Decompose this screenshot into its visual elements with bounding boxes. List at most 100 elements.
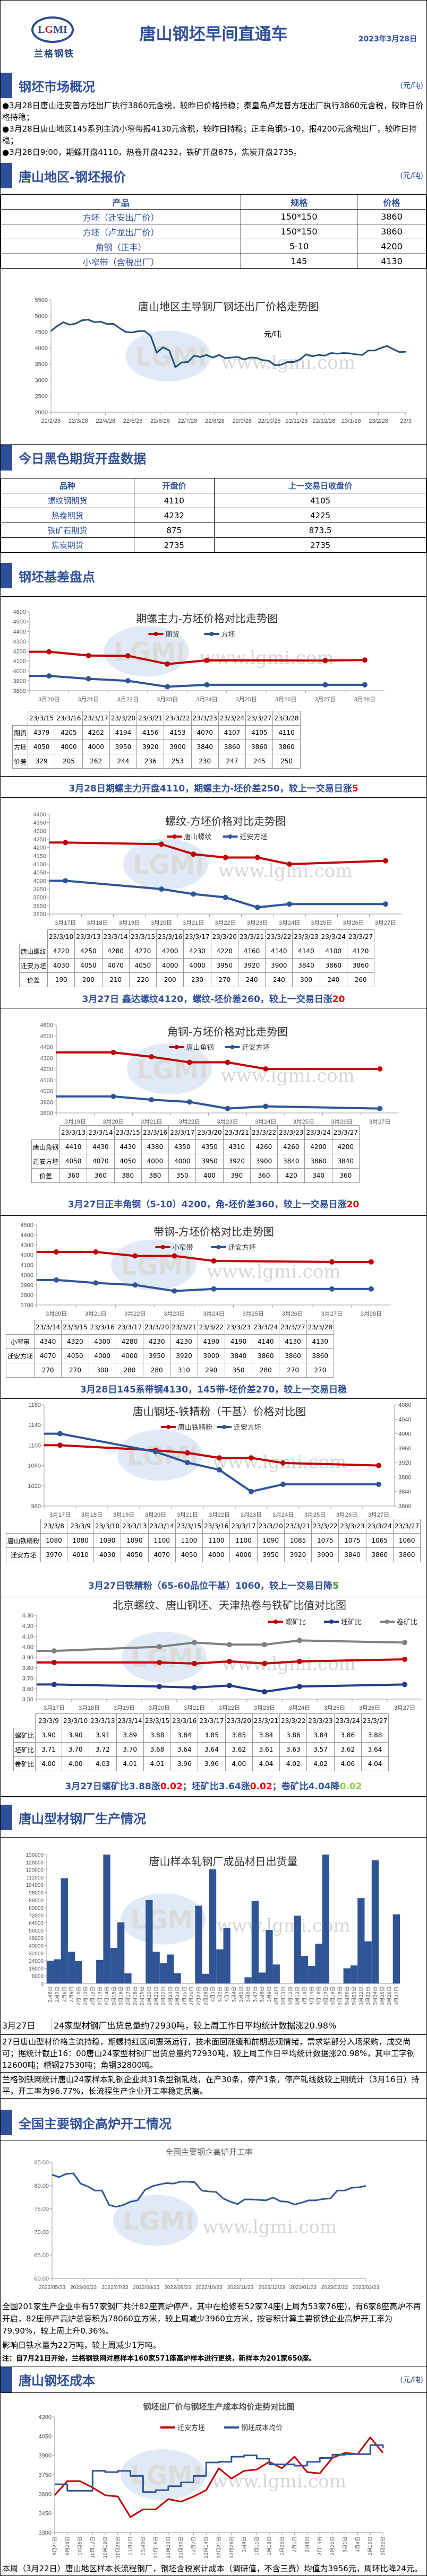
date-header: 23/3/9 (67, 1519, 95, 1534)
x-tick-label: 3月19日 (113, 1512, 134, 1518)
rebar-billet-caption: 3月27日 鑫达螺纹4120，螺纹-坯价差260，较上一交易日涨20 (82, 994, 345, 1005)
section-title: 钢坯基差盘点 (19, 569, 95, 585)
date-header: 23/3/20 (225, 1713, 253, 1728)
price-trend-chart: LGMI www.lgmi.com 2000 2500 3000 3500 4000 4500… (1, 269, 426, 444)
series-line (29, 675, 365, 688)
x-tick-label: 2月9日 (69, 1987, 75, 2002)
x-tick-label: 3月25日 (380, 1987, 386, 2005)
date-header: 23/3/22 (311, 1519, 339, 1534)
x-tick-label: 1月18日 (267, 2537, 272, 2555)
table-cell: 上一交易日收盘价 (214, 478, 426, 493)
ore-billet-chart: LGMI www.lgmi.com 980 1020 1060 1100 1140 1180 3… (1, 1399, 426, 1519)
x-tick-label: 3月27日 (394, 1987, 399, 2005)
table-cell: 4200 (156, 944, 184, 959)
table-cell: 3860 (346, 958, 375, 973)
date-header: 23/3/17 (198, 1713, 226, 1728)
table-cell: 4.01 (143, 1756, 172, 1771)
date-header: 23/3/24 (319, 929, 347, 944)
watermark-logo (121, 1893, 206, 1945)
watermark: LGMI www.lgmi.com (117, 1430, 346, 1481)
table-cell: 4030 (47, 958, 75, 973)
x-tick-label: 3月24日 (289, 1705, 310, 1711)
bar (392, 1914, 400, 1983)
row-label: 坯矿比 (13, 1742, 36, 1757)
bar (61, 1878, 68, 1983)
y-tick-label: 72000 (29, 1913, 44, 1919)
section-title: 唐山钢坯成本 (19, 2373, 95, 2388)
y-tick-label: 4200 (21, 1252, 33, 1259)
table-cell: 3860 (245, 739, 274, 754)
table-cell: 4190 (197, 1334, 225, 1349)
bar (75, 1961, 82, 1983)
x-tick-label: 2月15日 (111, 1987, 117, 2005)
table-cell: 3920 (170, 1348, 198, 1363)
angle-billet-chart: LGMI www.lgmi.com 3800 3900 4000 4100 4200 4300… (1, 1008, 426, 1125)
x-tick-label: 3月10日 (274, 1987, 279, 2005)
y-tick-label: 96000 (29, 1890, 44, 1896)
x-tick-label: 3月20日 (344, 1987, 350, 2005)
date-header: 23/3/27 (392, 1519, 421, 1534)
y-tick-label: 4000 (21, 1272, 33, 1278)
watermark-logo (111, 1239, 197, 1291)
x-tick-label: 3月21日 (141, 1119, 162, 1125)
table-cell: 1100 (148, 1533, 176, 1548)
profile-paragraph: 兰格钢铁网统计唐山24家样本轧钢企业共31条型钢轧线，在产30条，停产1条，停产… (1, 2072, 426, 2098)
table-cell: 3900 (197, 1348, 225, 1363)
date-header: 23/3/16 (88, 1320, 116, 1335)
data-point (149, 1097, 155, 1103)
x-tick-label: 3月25日 (324, 1705, 345, 1711)
section-profile: 唐山型材钢厂生产情况 (1, 1804, 426, 1831)
date-header: 23/3/10 (93, 1519, 122, 1534)
data-point (172, 1288, 177, 1294)
x-tick-label: 2023/03/23 (353, 2285, 379, 2291)
data-point (329, 1286, 335, 1292)
table-cell: 4200 (304, 1139, 332, 1154)
legend-label: 卷矿比 (397, 1618, 417, 1626)
x-tick-label: 3月17日 (323, 1987, 329, 2005)
date-header: 23/3/27 (279, 1320, 307, 1335)
table-cell: 4340 (34, 1334, 62, 1349)
table-cell: 4270 (129, 944, 157, 959)
x-tick-label: 3月5日 (238, 1987, 244, 2002)
section-title: 唐山型材钢厂生产情况 (19, 1811, 146, 1826)
section-bf: 全国主要钢企高炉开工情况 (1, 2109, 426, 2136)
table-cell: 4430 (87, 1139, 115, 1154)
table-cell: 4.02 (306, 1756, 335, 1771)
table-cell: 4232 (133, 508, 215, 523)
date-header: 23/3/16 (156, 929, 184, 944)
section-marker (1, 445, 12, 471)
data-point (132, 1253, 138, 1259)
x-tick-label: 3月25日 (304, 1512, 326, 1518)
date-header: 23/3/23 (191, 711, 219, 726)
x-tick-label: 2022/07/23 (101, 2285, 128, 2291)
table-cell: 4320 (61, 1334, 89, 1349)
data-point (63, 878, 69, 884)
legend-label: 方坯 (221, 630, 235, 639)
date-header: 23/3/10 (47, 929, 75, 944)
section-marker (1, 1805, 12, 1830)
x-tick-label: 3月28日 (354, 697, 375, 703)
chart-title: 带钢-方坯价格对比走势图 (153, 1225, 274, 1238)
date-header: 23/3/21 (136, 711, 165, 726)
date-header: 23/3/20 (257, 1519, 285, 1534)
bar (308, 1965, 315, 1983)
x-tick-label: 3月24日 (203, 1311, 224, 1317)
table-cell: 4000 (82, 739, 110, 754)
table-cell: 310 (170, 1363, 198, 1378)
date-header: 23/3/22 (250, 1125, 278, 1140)
x-tick-label: 3月20日 (103, 1119, 124, 1125)
strip-billet-caption: 3月28日145系带钢4130，145带-坯价差270，较上一交易日稳 (80, 1385, 347, 1395)
table-row: 螺纹钢期货 4110 4105 (1, 493, 426, 508)
report-date: 2023年3月28日 (358, 35, 417, 43)
y-tick-label: 1020 (28, 1483, 41, 1490)
table-cell: 360 (59, 1168, 88, 1183)
y-tick-label: 3.80 (22, 1665, 33, 1672)
y-tick-label: 4.10 (22, 1634, 33, 1640)
y-tick-label: 4200 (40, 1066, 53, 1073)
row-label: 迁安方坯 (31, 1154, 61, 1169)
table-cell: 150*150 (241, 209, 357, 224)
table-cell: 4230 (183, 944, 211, 959)
date-header: 23/3/22 (265, 929, 293, 944)
bar (357, 1898, 365, 1983)
table-cell: 4160 (237, 944, 266, 959)
